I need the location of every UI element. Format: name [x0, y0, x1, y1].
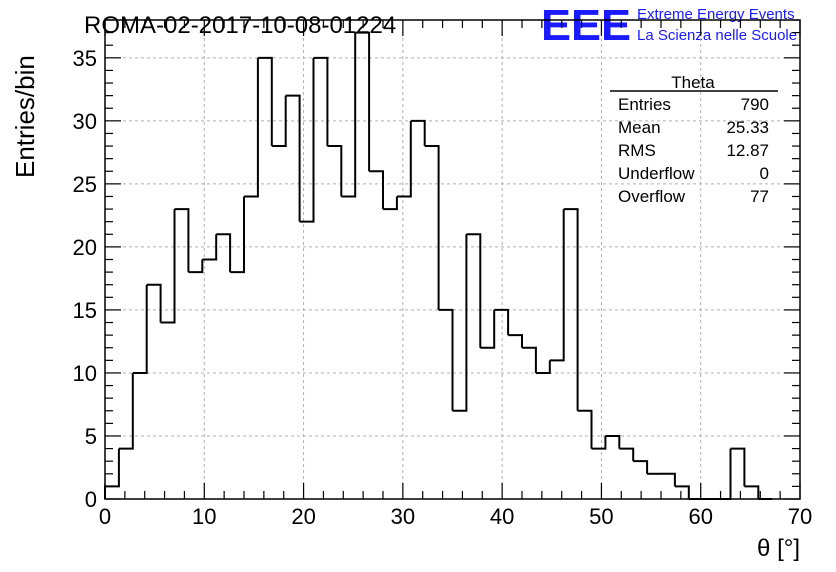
histogram-bin [716, 448, 732, 500]
eee-logo: EEE [541, 1, 631, 50]
stats-value: 790 [741, 95, 769, 114]
histogram-bin [257, 56, 273, 147]
histogram-bin [522, 346, 537, 373]
histogram-bin [633, 460, 649, 474]
y-tick-label: 5 [85, 424, 97, 449]
logo-line-1: Extreme Energy Events [637, 6, 795, 23]
y-tick-label: 0 [85, 487, 97, 512]
y-tick-label: 20 [73, 235, 97, 260]
histogram-bin [132, 284, 148, 374]
histogram-bin [341, 32, 357, 198]
y-tick-label: 35 [73, 46, 97, 71]
histogram-bin [188, 259, 204, 274]
x-tick-label: 10 [192, 504, 216, 529]
stats-label: Overflow [618, 187, 686, 206]
x-tick-label: 20 [291, 504, 315, 529]
histogram-bin [466, 233, 482, 348]
histogram-bin [285, 94, 301, 222]
stats-label: Mean [618, 118, 661, 137]
histogram-bin [674, 485, 690, 499]
histogram-bin [549, 209, 565, 362]
histogram-bin [327, 145, 343, 197]
y-axis-label: Entries/bin [10, 55, 40, 178]
histogram-bin [383, 196, 398, 211]
histogram-bin [438, 308, 454, 411]
chart-title: ROMA-02-2017-10-08-01224 [84, 12, 396, 39]
stats-rows: Entries 790 Mean 25.33 RMS 12.87 Underflow 0 Ove… [618, 95, 769, 206]
histogram-bin [118, 372, 134, 450]
stats-value: 12.87 [726, 141, 769, 160]
histogram-bin [410, 119, 426, 147]
histogram-bin [424, 145, 440, 310]
stats-label: RMS [618, 141, 656, 160]
histogram-bin [619, 447, 635, 462]
histogram-bin [160, 209, 176, 324]
histogram-bin [452, 234, 468, 412]
histogram-bin [299, 57, 315, 223]
stats-box: Theta Entries 790 Mean 25.33 RMS 12.87 Underfl… [610, 73, 778, 206]
stats-value: 0 [760, 164, 769, 183]
stats-title: Theta [671, 73, 715, 92]
histogram-bin [591, 435, 607, 450]
x-tick-label: 70 [788, 504, 812, 529]
histogram-bin [369, 170, 384, 210]
stats-label: Underflow [618, 164, 695, 183]
histogram-bin [202, 234, 218, 261]
histogram-bin [271, 95, 287, 148]
grid-lines [105, 20, 800, 499]
x-tick-label: 50 [589, 504, 613, 529]
histogram-bin [230, 196, 245, 274]
histogram-bin [605, 434, 621, 449]
x-tick-label: 0 [99, 504, 111, 529]
stats-label: Entries [618, 95, 671, 114]
y-tick-label: 15 [73, 298, 97, 323]
histogram-bin [494, 308, 510, 336]
histogram-bin [313, 56, 329, 147]
histogram-bin [216, 233, 232, 273]
logo-line-2: La Scienza nelle Scuole [637, 27, 797, 44]
histogram-bin [355, 31, 371, 172]
y-tick-label: 25 [73, 172, 97, 197]
stats-value: 77 [750, 187, 769, 206]
histogram-bin [744, 485, 760, 499]
histogram-bin [730, 447, 746, 487]
histogram-bin [508, 334, 523, 348]
stats-value: 25.33 [726, 118, 769, 137]
histogram-series [104, 31, 773, 500]
histogram-bin [396, 120, 412, 198]
x-tick-label: 60 [688, 504, 712, 529]
histogram-bin [563, 208, 579, 411]
x-tick-label: 30 [391, 504, 415, 529]
y-tick-label: 10 [73, 361, 97, 386]
histogram-bin [244, 57, 259, 198]
histogram-bin [577, 409, 593, 449]
histogram-bin [535, 360, 551, 374]
histogram-bin [174, 208, 190, 273]
x-tick-label: 40 [490, 504, 514, 529]
x-axis-label: θ [°] [757, 535, 800, 562]
histogram-bin [480, 309, 496, 349]
histogram-bin [146, 283, 162, 323]
histogram-bin [661, 472, 676, 487]
y-tick-label: 30 [73, 109, 97, 134]
axes-frame: 0 10 20 30 40 50 60 70 0 5 10 15 20 25 30 35 [73, 19, 812, 529]
